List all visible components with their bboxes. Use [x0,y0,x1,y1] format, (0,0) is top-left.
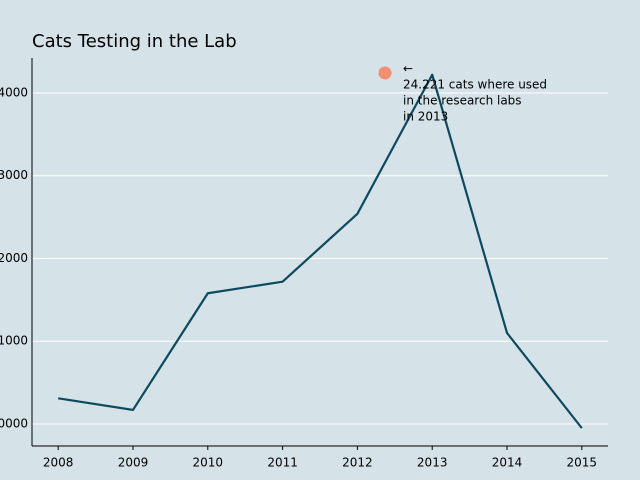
annotation-marker [378,66,392,80]
annotation-text: in the research labs [403,94,522,108]
x-tick-label: 2012 [342,456,373,470]
x-tick-label: 2010 [193,456,224,470]
y-tick-label: 21000 [0,334,28,348]
grid [32,92,608,425]
x-tick-label: 2015 [567,456,598,470]
annotation-text: 24.221 cats where used [403,78,547,92]
y-tick-label: 24000 [0,86,28,100]
chart-title: Cats Testing in the Lab [32,31,237,52]
y-tick-label: 23000 [0,168,28,182]
annotation-text: in 2013 [403,110,448,124]
x-tick-label: 2009 [118,456,149,470]
annotation-text: ← [403,62,413,76]
x-tick-label: 2014 [492,456,523,470]
line-series [58,73,583,429]
x-tick-label: 2011 [267,456,298,470]
y-tick-label: 20000 [0,416,28,430]
x-tick-label: 2013 [417,456,448,470]
x-tick-label: 2008 [43,456,74,470]
y-tick-label: 22000 [0,251,28,265]
